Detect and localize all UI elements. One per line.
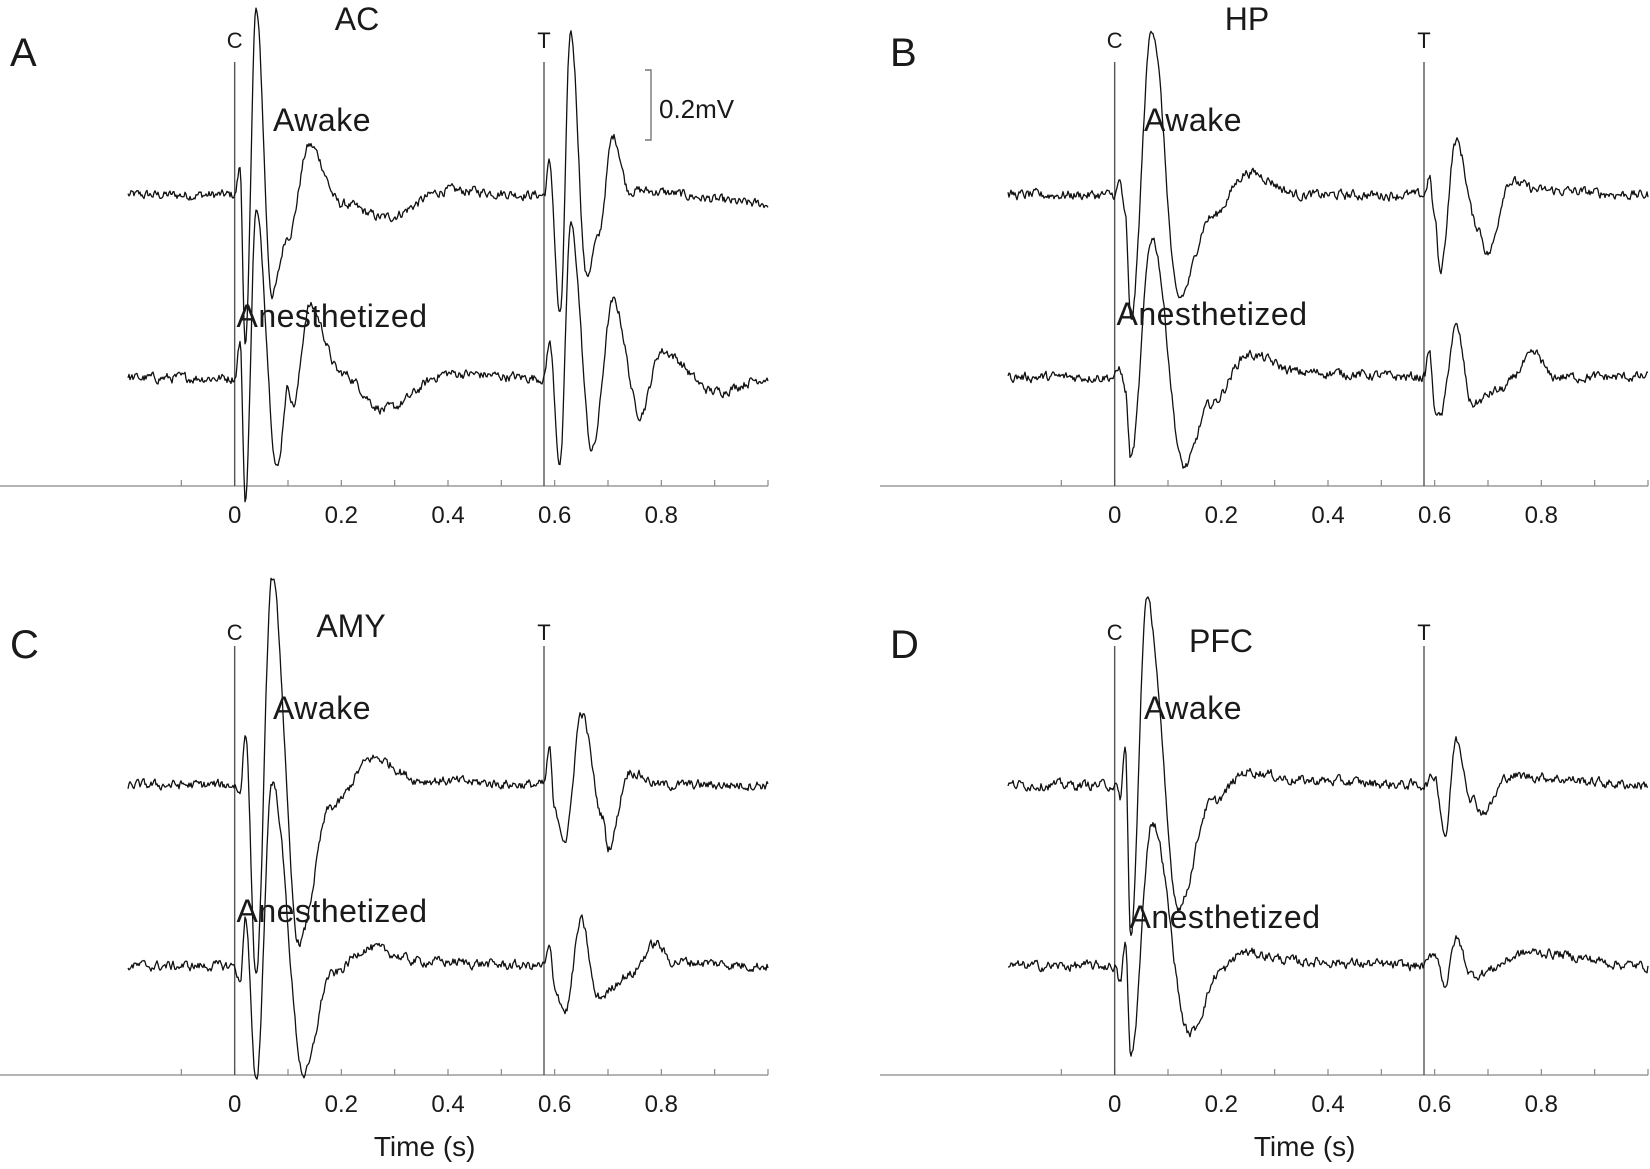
x-tick-label: 0: [228, 1091, 241, 1118]
x-tick-label: 0.8: [1525, 502, 1558, 529]
condition-label-awake: Awake: [1144, 102, 1242, 138]
x-tick-label: 0.2: [1205, 1091, 1238, 1118]
marker-label-t: T: [537, 620, 550, 645]
panel-letter: A: [10, 31, 37, 75]
condition-label-awake: Awake: [1144, 690, 1242, 726]
marker-label-t: T: [1417, 28, 1430, 53]
panel-letter: B: [890, 31, 917, 75]
x-tick-label: 0: [228, 502, 241, 529]
marker-label-c: C: [227, 620, 243, 645]
x-tick-label: 0.6: [1418, 502, 1451, 529]
x-axis-label: Time (s): [1254, 1131, 1356, 1162]
marker-label-c: C: [1107, 620, 1123, 645]
condition-label-anesthetized: Anesthetized: [1129, 899, 1320, 935]
region-title: AC: [335, 1, 379, 37]
x-tick-label: 0: [1108, 1091, 1121, 1118]
trace-anesthetized: [127, 781, 769, 1080]
panel-b: B HP 0 0.2 0.4 0.6 0.8 C T Awake Anesthetized: [880, 1, 1649, 529]
x-tick-label: 0: [1108, 502, 1121, 529]
x-tick-label: 0.4: [431, 502, 464, 529]
scale-bar-line: [645, 69, 652, 141]
trace-anesthetized: [1007, 821, 1649, 1057]
x-tick-label: 0.6: [1418, 1091, 1451, 1118]
trace-awake: [1007, 30, 1649, 320]
x-tick-label: 0.8: [645, 502, 678, 529]
x-tick-label: 0.2: [1205, 502, 1238, 529]
trace-awake: [1007, 596, 1649, 937]
panel-c: C AMY 0 0.2 0.4 0.6 0.8 Time (s) C T Awake Anesthet…: [0, 577, 769, 1162]
x-tick-label: 0.8: [645, 1091, 678, 1118]
x-tick-label: 0.4: [1311, 1091, 1344, 1118]
scale-bar: 0.2mV: [645, 69, 735, 141]
panel-letter: D: [890, 623, 919, 667]
panel-a: A AC 0 0.2 0.4 0.6 0.8 C T Awake Anesthetized 0.2mV: [0, 1, 769, 529]
x-tick-label: 0.6: [538, 1091, 571, 1118]
condition-label-anesthetized: Anesthetized: [1116, 296, 1307, 332]
panel-letter: C: [10, 623, 39, 667]
x-tick-label: 0.4: [1311, 502, 1344, 529]
marker-label-t: T: [1417, 620, 1430, 645]
x-tick-label: 0.8: [1525, 1091, 1558, 1118]
x-tick-label: 0.2: [325, 1091, 358, 1118]
marker-label-t: T: [537, 28, 550, 53]
condition-label-anesthetized: Anesthetized: [236, 298, 427, 334]
panel-d: D PFC 0 0.2 0.4 0.6 0.8 Time (s) C T Awake Anesthet…: [880, 596, 1649, 1162]
condition-label-anesthetized: Anesthetized: [236, 893, 427, 929]
x-axis-label: Time (s): [374, 1131, 476, 1162]
trace-awake: [127, 7, 769, 345]
trace-anesthetized: [1007, 237, 1649, 469]
condition-label-awake: Awake: [273, 690, 371, 726]
marker-label-c: C: [1107, 28, 1123, 53]
scale-bar-label: 0.2mV: [659, 94, 735, 124]
marker-label-c: C: [227, 28, 243, 53]
x-tick-label: 0.2: [325, 502, 358, 529]
trace-anesthetized: [127, 209, 769, 503]
region-title: PFC: [1189, 623, 1253, 659]
condition-label-awake: Awake: [273, 102, 371, 138]
trace-awake: [127, 577, 769, 974]
region-title: HP: [1225, 1, 1269, 37]
x-tick-label: 0.6: [538, 502, 571, 529]
region-title: AMY: [316, 608, 385, 644]
x-tick-label: 0.4: [431, 1091, 464, 1118]
